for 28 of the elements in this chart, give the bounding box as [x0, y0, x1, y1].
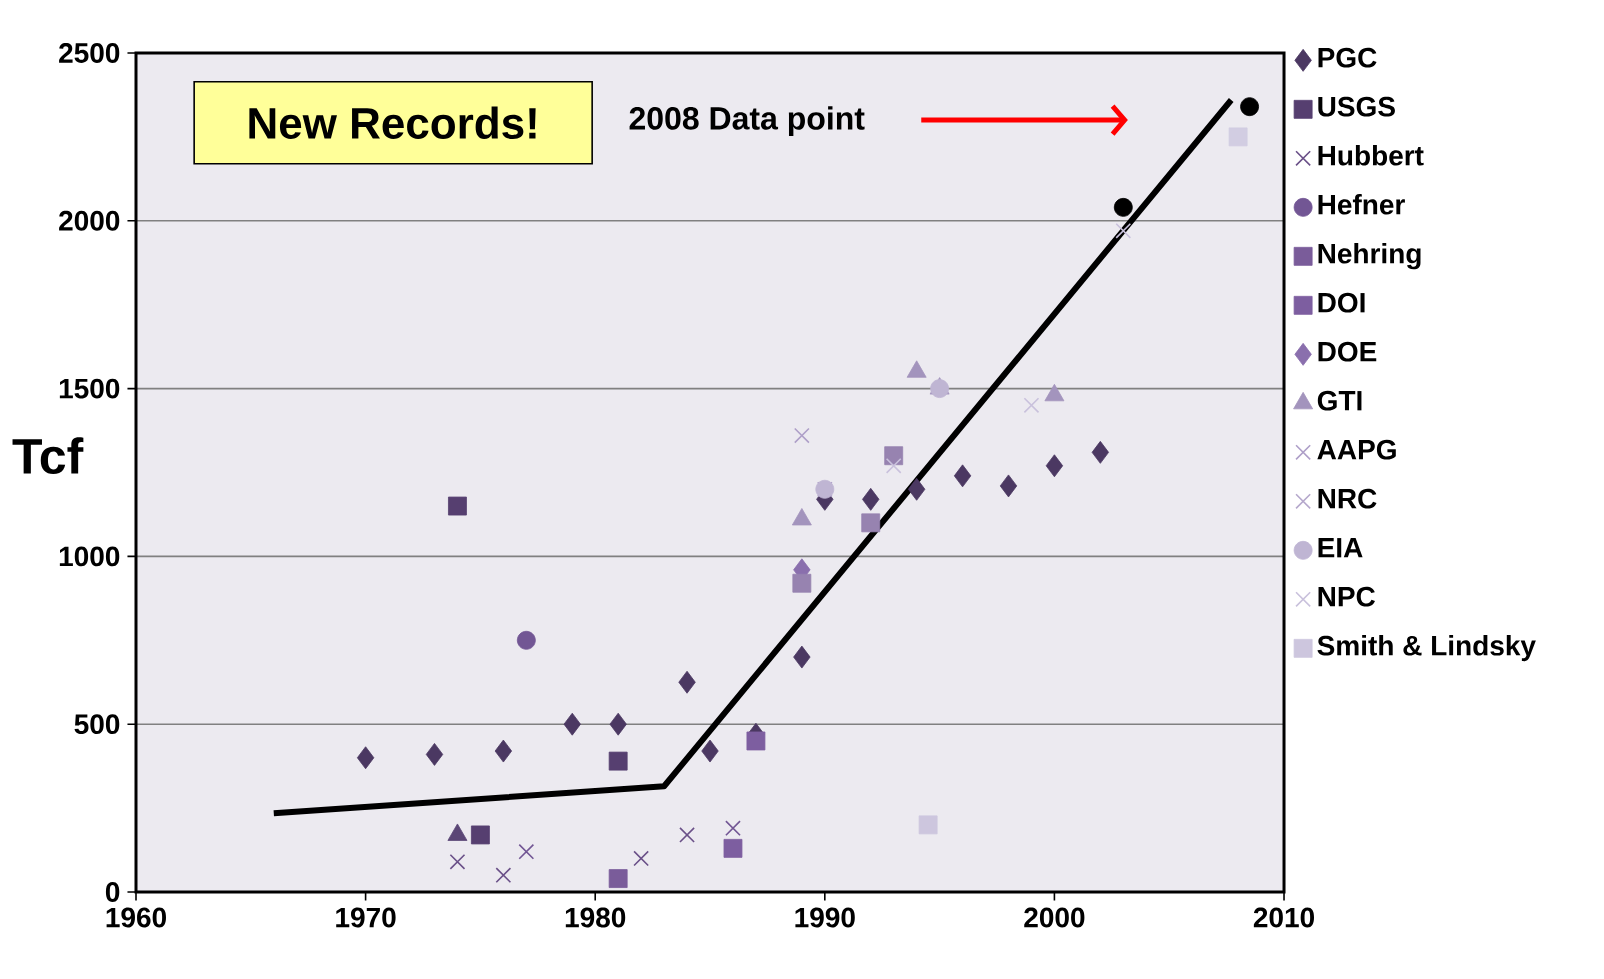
y-tick-label: 0 [105, 882, 120, 902]
legend-label: Smith & Lindsky [1317, 635, 1536, 662]
legend-label: NPC [1318, 586, 1375, 607]
x-tick-label: 1970 [336, 907, 396, 928]
legend-label: DOI [1318, 292, 1365, 313]
y-tick-label: 2000 [59, 210, 120, 231]
x-tick-label: 2010 [1253, 907, 1315, 928]
legend-label: Hefner [1318, 194, 1405, 215]
legend-label: USGS [1318, 96, 1395, 117]
x-tick-label: 1980 [565, 907, 626, 928]
legend-label: PGC [1318, 47, 1377, 68]
x-tick-label: 2000 [1024, 907, 1085, 928]
legend-label: Nehring [1318, 243, 1421, 270]
x-tick-label: 1990 [795, 907, 855, 928]
y-tick-label: 2500 [59, 43, 120, 63]
y-tick-label: 1000 [59, 546, 120, 567]
legend-label: GTI [1317, 390, 1362, 411]
x-tick-label: 1960 [106, 907, 166, 928]
y-tick-label: 1500 [59, 378, 120, 399]
annotation: 2008 Data point [629, 106, 865, 137]
y-axis-title: Tcf [12, 437, 84, 475]
legend-label: EIA [1318, 538, 1363, 558]
legend-label: AAPG [1317, 439, 1396, 460]
legend-label: NRC [1318, 488, 1377, 509]
y-tick-label: 500 [74, 714, 120, 735]
legend-label: DOE [1318, 341, 1377, 362]
annotation: New Records! [249, 106, 536, 139]
legend-label: Hubbert [1318, 145, 1424, 166]
